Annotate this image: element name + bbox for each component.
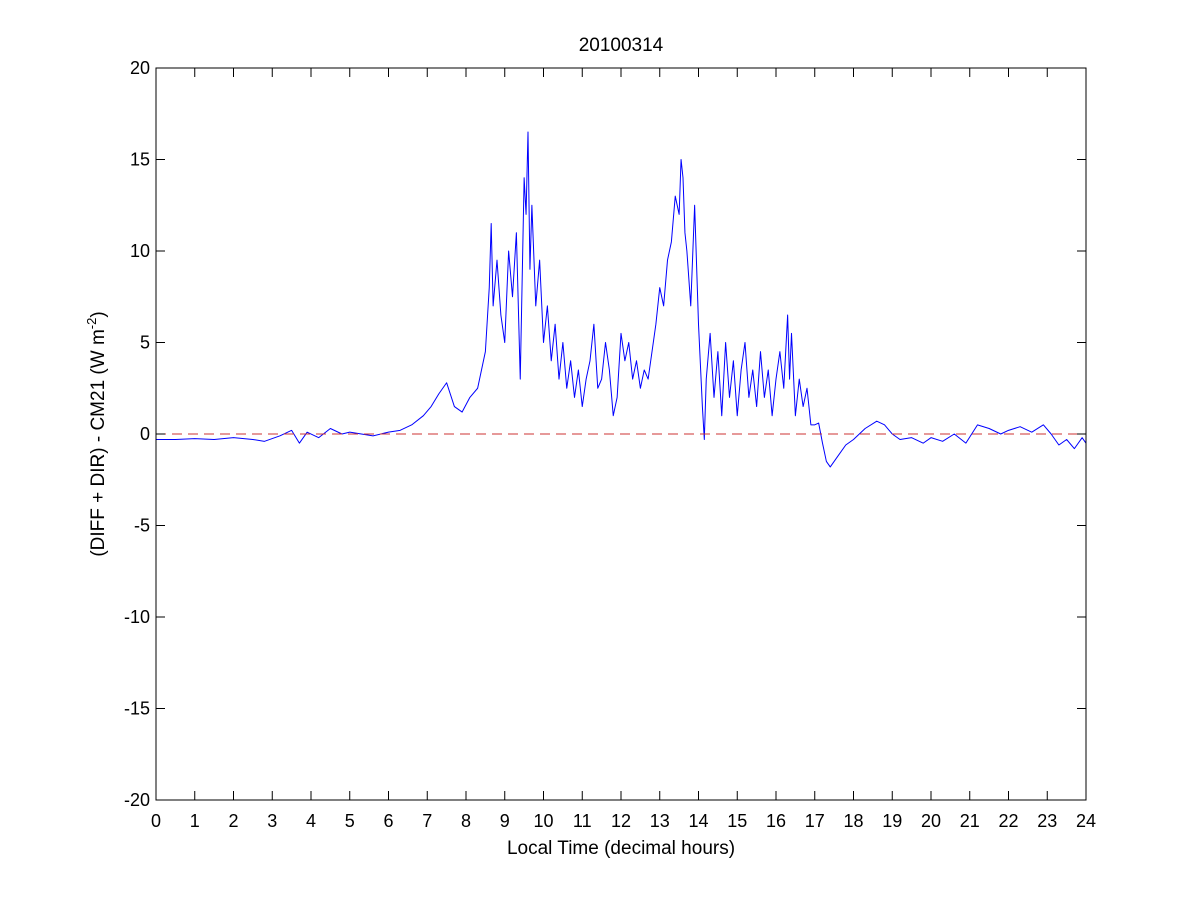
y-axis-title-suffix: ) <box>88 311 109 317</box>
y-tick-label: 10 <box>130 241 150 261</box>
x-tick-label: 8 <box>461 811 471 831</box>
x-axis-title: Local Time (decimal hours) <box>507 838 735 859</box>
data-series-line <box>156 131 1087 468</box>
y-tick-label: 5 <box>140 333 150 353</box>
x-tick-label: 14 <box>688 811 708 831</box>
x-tick-label: 15 <box>727 811 747 831</box>
y-tick-label: 20 <box>130 58 150 78</box>
y-axis-title: (DIFF + DIR) - CM21 (W m-2) <box>84 311 109 556</box>
x-tick-label: 2 <box>228 811 238 831</box>
chart-title: 20100314 <box>579 35 664 56</box>
x-tick-label: 7 <box>422 811 432 831</box>
x-tick-label: 6 <box>383 811 393 831</box>
x-tick-label: 4 <box>306 811 316 831</box>
y-tick-label: 0 <box>140 424 150 444</box>
plot-area: 0 1 2 3 4 5 6 7 8 9 10 11 12 13 14 15 16 17 18 19 20 21 22 23 24… <box>124 58 1096 831</box>
x-tick-label: 23 <box>1037 811 1057 831</box>
y-axis-title-superscript: -2 <box>84 318 99 330</box>
x-tick-label: 22 <box>998 811 1018 831</box>
ticks-layer: 0 1 2 3 4 5 6 7 8 9 10 11 12 13 14 15 16 17 18 19 20 21 22 23 24… <box>124 58 1096 831</box>
x-tick-label: 24 <box>1076 811 1096 831</box>
x-tick-label: 16 <box>766 811 786 831</box>
x-tick-label: 10 <box>533 811 553 831</box>
y-tick-label: 15 <box>130 150 150 170</box>
x-tick-label: 3 <box>267 811 277 831</box>
x-tick-label: 18 <box>843 811 863 831</box>
y-tick-label: -15 <box>124 699 150 719</box>
x-tick-label: 17 <box>805 811 825 831</box>
y-tick-label: -20 <box>124 790 150 810</box>
y-axis-title-prefix: (DIFF + DIR) - CM21 (W m <box>88 329 109 556</box>
x-tick-label: 21 <box>960 811 980 831</box>
x-tick-label: 11 <box>573 811 592 831</box>
series-layer <box>156 131 1087 468</box>
x-tick-label: 20 <box>921 811 941 831</box>
x-tick-label: 1 <box>190 811 200 831</box>
y-tick-label: -5 <box>134 516 150 536</box>
x-tick-label: 5 <box>345 811 355 831</box>
x-tick-label: 9 <box>500 811 510 831</box>
x-tick-label: 19 <box>882 811 902 831</box>
x-tick-label: 0 <box>151 811 161 831</box>
y-tick-label: -10 <box>124 607 150 627</box>
x-tick-label: 12 <box>611 811 631 831</box>
x-tick-label: 13 <box>650 811 670 831</box>
